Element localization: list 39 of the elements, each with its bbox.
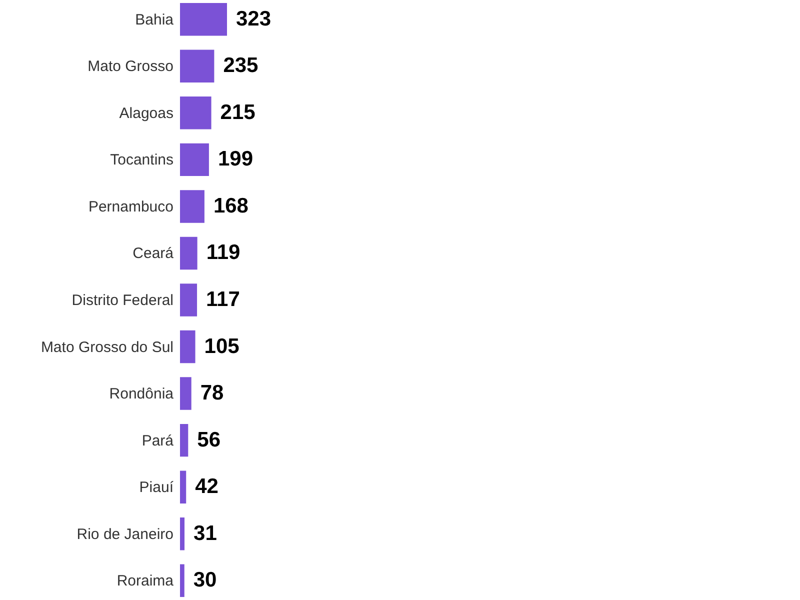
bar — [180, 190, 204, 223]
y-tick-label: Pernambuco — [88, 198, 174, 216]
bar — [180, 564, 184, 597]
bar — [180, 50, 214, 83]
data-label: 215 — [220, 100, 256, 124]
y-tick-label: Tocantins — [110, 152, 174, 169]
y-tick-label: Ceará — [132, 245, 174, 262]
data-label: 56 — [197, 428, 221, 452]
bar — [180, 377, 192, 410]
bar — [180, 517, 185, 550]
data-label: 42 — [195, 475, 218, 498]
data-label: 199 — [218, 148, 254, 171]
data-label: 31 — [194, 522, 218, 545]
data-label: 323 — [236, 7, 272, 30]
data-label: 78 — [200, 382, 224, 405]
bar — [180, 470, 186, 504]
data-label: 117 — [206, 288, 240, 311]
y-tick-label: Mato Grosso — [88, 58, 174, 76]
y-tick-label: Piauí — [139, 479, 174, 496]
y-tick-label: Roraima — [116, 572, 174, 590]
data-label: 235 — [223, 54, 259, 78]
bar — [180, 96, 212, 130]
bar — [180, 284, 198, 316]
data-label: 30 — [193, 568, 217, 592]
data-label: 168 — [213, 194, 249, 218]
y-tick-label: Pará — [142, 432, 174, 450]
y-tick-label: Rondônia — [109, 386, 174, 403]
y-tick-label: Mato Grosso do Sul — [40, 338, 174, 356]
bar — [180, 3, 227, 36]
y-tick-label: Bahia — [135, 11, 174, 28]
bar — [180, 330, 196, 364]
y-tick-label: Alagoas — [119, 104, 174, 122]
data-label: 119 — [206, 241, 240, 264]
bar — [180, 236, 198, 270]
bar — [180, 424, 188, 457]
y-tick-label: Distrito Federal — [72, 292, 174, 309]
data-label: 105 — [204, 334, 240, 358]
y-tick-label: Rio de Janeiro — [76, 526, 174, 543]
bar — [180, 143, 209, 176]
